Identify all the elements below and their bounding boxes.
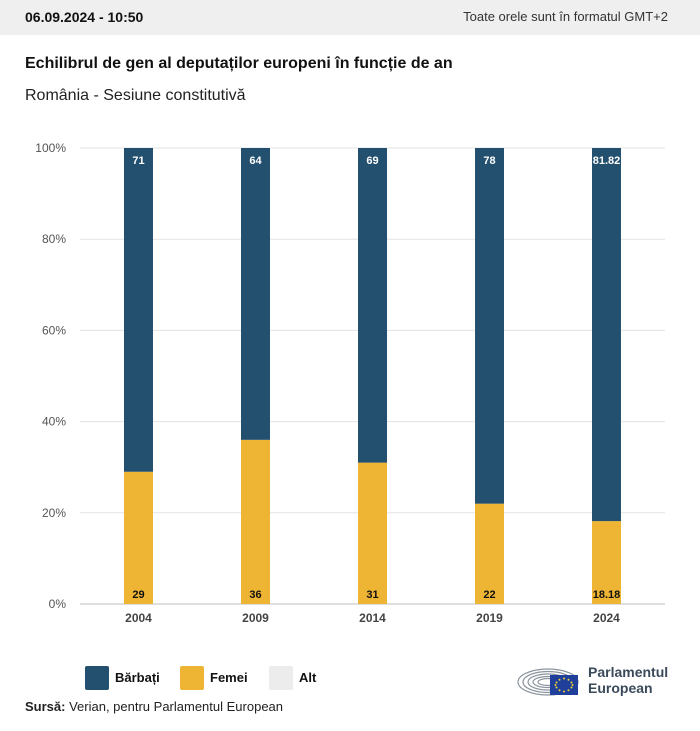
bar-women [358,462,387,604]
bar-men [124,148,153,472]
x-tick-label: 2019 [476,611,503,625]
bar-women [241,439,270,604]
x-tick-label: 2014 [359,611,386,625]
bar-women [475,503,504,604]
y-tick-label: 20% [42,506,66,520]
data-label-women: 36 [249,589,261,601]
y-tick-label: 40% [42,415,66,429]
legend-swatch-other [269,666,293,690]
x-tick-label: 2024 [593,611,620,625]
legend-label-women: Femei [210,670,248,685]
legend-swatch-women [180,666,204,690]
chart-subtitle: România - Sesiune constitutivă [25,87,246,104]
bar-men [358,148,387,463]
data-label-men: 78 [483,155,495,167]
data-label-men: 69 [366,155,378,167]
parliament-logo: Parlamentul European [516,660,686,700]
timezone-note: Toate orele sunt în formatul GMT+2 [463,9,668,24]
bar-women [124,471,153,604]
logo-wordmark: Parlamentul European [588,664,668,696]
legend-label-other: Alt [299,670,317,685]
top-bar: 06.09.2024 - 10:50 Toate orele sunt în f… [0,0,700,35]
y-tick-label: 100% [35,141,66,155]
data-label-men: 71 [132,155,144,167]
legend-label-men: Bărbați [115,670,160,685]
source-label: Sursă: [25,699,66,714]
source-note: Sursă: Verian, pentru Parlamentul Europe… [25,699,283,714]
data-label-men: 64 [249,155,262,167]
chart-title: Echilibrul de gen al deputaților europen… [25,55,453,72]
y-tick-label: 80% [42,232,66,246]
y-tick-label: 0% [49,597,67,611]
stacked-bar-chart: 0% 20% 40% 60% 80% 100% 71 29 2004 64 36 2009 69 31 20… [35,141,665,625]
x-tick-label: 2004 [125,611,152,625]
data-label-women: 22 [483,589,495,601]
logo-line-2: European [588,680,653,696]
y-tick-label: 60% [42,323,66,337]
data-label-men: 81.82 [593,155,621,167]
legend-swatch-men [85,666,109,690]
bar-women [592,521,621,604]
data-label-women: 31 [366,589,378,601]
x-tick-label: 2009 [242,611,269,625]
bar-men [241,148,270,440]
data-label-women: 18.18 [593,589,621,601]
hemicycle-icon [517,668,579,696]
logo-line-1: Parlamentul [588,664,669,680]
bar-men [475,148,504,504]
data-label-women: 29 [132,589,144,601]
bar-men [592,148,621,522]
source-text: Verian, pentru Parlamentul European [69,699,284,714]
datetime: 06.09.2024 - 10:50 [25,9,144,25]
